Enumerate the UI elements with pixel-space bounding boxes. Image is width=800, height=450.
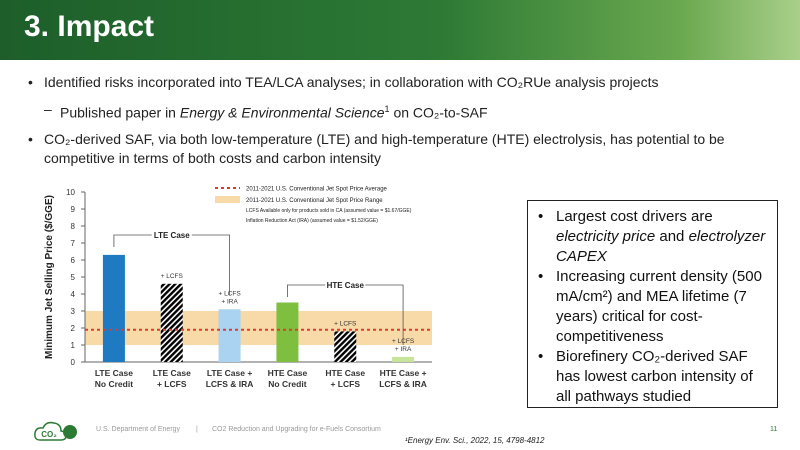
bullet-text: Identified risks incorporated into TEA/L… [44,74,659,90]
callout-bullet: • Largest cost drivers are electricity pr… [538,208,766,265]
logo-text: CO₂ [41,430,57,439]
callout-bullet: • Increasing current density (500 mA/cm²)… [538,268,762,345]
bar [392,356,415,362]
callout-bullet: • Biorefinery CO₂-derived SAF has lowest … [538,348,753,405]
text: and [655,228,689,245]
legend-note: Inflation Reduction Act (IRA) (assumed v… [246,218,378,224]
superscript: 1 [384,104,390,114]
x-tick-label: LCFS & IRA [206,379,254,389]
group-bracket [287,284,404,345]
y-tick-label: 8 [71,222,76,231]
separator: | [196,426,198,433]
x-tick-label: + LCFS [330,379,360,389]
chart: Minimum Jet Selling Price ($/GGE) 0 1 2 3 4 5… [44,187,432,389]
x-tick-label: LTE Case [153,368,191,378]
consortium: CO2 Reduction and Upgrading for e-Fuels … [212,426,381,433]
y-tick-label: 10 [66,188,75,197]
bar [276,302,299,362]
bar [160,283,183,362]
y-tick-label: 6 [71,256,76,265]
logo: CO₂ [34,421,77,441]
y-tick-label: 5 [71,273,76,282]
x-tick-label: No Credit [95,379,133,389]
x-tick-label: No Credit [268,379,306,389]
line: competitive in terms of both costs and c… [44,150,381,166]
x-tick-label: + LCFS [157,379,187,389]
y-tick-label: 9 [71,205,76,214]
bar-annotation: + IRA [221,298,238,305]
text: Largest cost drivers are [556,208,713,225]
callout-box: • Largest cost drivers are electricity pr… [527,200,778,408]
group-bracket [113,234,230,295]
text: Biorefinery CO₂-derived SAF has lowest c… [556,348,753,405]
y-tick-label: 2 [71,324,76,333]
page-number: 11 [770,426,778,433]
x-tick-label: LTE Case [95,368,133,378]
line: CO₂-derived SAF, via both low-temperatur… [44,131,725,147]
text: on CO₂-to-SAF [389,104,488,121]
footer: CO₂ U.S. Department of Energy | CO2 Redu… [0,418,800,450]
title-bar: 3. Impact [0,0,800,60]
bullet: • CO₂-derived SAF, via both low-temperatu… [28,131,725,166]
bar [334,331,357,362]
bullet: • Identified risks incorporated into TEA/… [28,74,659,90]
bar [102,254,125,362]
legend-swatch [215,196,240,203]
org: U.S. Department of Energy [96,426,181,433]
text: Increasing current density (500 mA/cm²) … [556,268,762,345]
x-tick-label: LTE Case + [207,368,252,378]
y-tick-label: 4 [71,290,76,299]
legend-note: LCFS Available only for products sold in… [246,208,412,214]
reference-band [85,311,432,345]
journal: Energy & Environmental Science [179,104,385,121]
bar-annotation: + LCFS [161,273,184,280]
y-tick-label: 3 [71,307,76,316]
sub-bullet: – Published paper in Energy & Environment… [44,101,488,121]
y-axis-label: Minimum Jet Selling Price ($/GGE) [44,195,55,359]
group-label: LTE Case [154,231,190,240]
x-tick-label: HTE Case [325,368,365,378]
text: electrolyzer CAPEX [556,228,766,265]
y-tick-label: 0 [71,358,76,367]
y-tick-label: 7 [71,239,76,248]
text: Published paper in [60,104,180,121]
bar-annotation: + IRA [395,346,412,353]
legend-text: 2011-2021 U.S. Conventional Jet Spot Pri… [246,187,388,193]
bar [218,309,241,362]
legend-text: 2011-2021 U.S. Conventional Jet Spot Pri… [246,198,383,204]
y-tick-label: 1 [71,341,76,350]
x-tick-label: HTE Case + [380,368,427,378]
x-tick-label: HTE Case [268,368,308,378]
x-tick-label: LCFS & IRA [379,379,427,389]
reference: ¹Energy Env. Sci., 2022, 15, 4798-4812 [405,436,545,445]
text: electricity price [556,228,656,245]
group-label: HTE Case [327,281,365,290]
bar-annotation: + LCFS [334,320,357,327]
slide-title: 3. Impact [24,10,155,43]
